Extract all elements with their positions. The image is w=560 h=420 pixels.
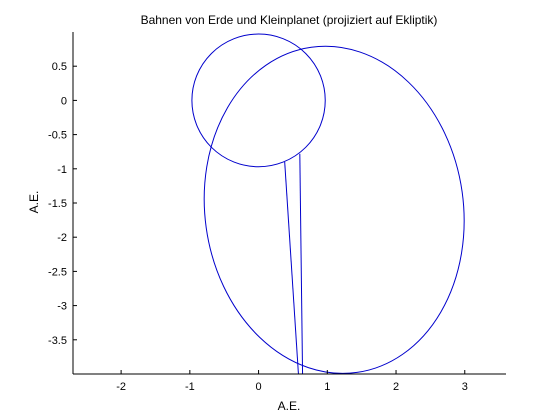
axes: -2 -1 0 1 2 3 0.5 0 -0.5 -1 -1.5 -2 -2.5 -3 -3.5 — [48, 32, 506, 393]
y-tick-label: -0.5 — [48, 130, 67, 142]
y-tick-label: 0.5 — [52, 61, 67, 73]
earth-orbit — [191, 33, 326, 168]
y-tick-label: -1.5 — [48, 198, 67, 210]
y-tick-label: 0 — [61, 95, 67, 107]
x-tick-label: 2 — [393, 381, 399, 393]
y-tick-label: -2.5 — [48, 266, 67, 278]
plot-area — [191, 33, 465, 374]
orbit-connector-line — [284, 161, 299, 374]
x-tick-label: -2 — [116, 381, 126, 393]
x-tick-label: 3 — [462, 381, 468, 393]
x-tick-label: -1 — [185, 381, 195, 393]
x-axis-label: A.E. — [278, 399, 301, 413]
asteroid-orbit — [203, 45, 465, 374]
y-tick-label: -1 — [57, 164, 67, 176]
orbit-connector-line — [299, 153, 304, 374]
x-tick-label: 1 — [324, 381, 330, 393]
chart-title: Bahnen von Erde und Kleinplanet (projizi… — [141, 13, 438, 27]
y-tick-label: -2 — [57, 232, 67, 244]
y-tick-label: -3.5 — [48, 335, 67, 347]
y-tick-label: -3 — [57, 301, 67, 313]
y-axis-label: A.E. — [27, 191, 41, 214]
x-tick-label: 0 — [256, 381, 262, 393]
